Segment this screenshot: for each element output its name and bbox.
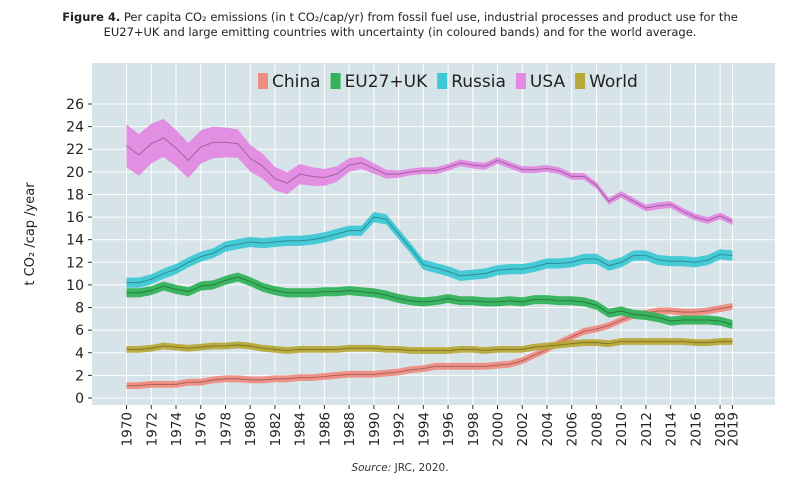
x-tick-label: 1996 bbox=[441, 412, 457, 446]
legend-swatch-eu27-uk bbox=[330, 73, 341, 89]
x-tick-label: 2019 bbox=[725, 412, 741, 446]
centerline-eu27-uk bbox=[126, 276, 733, 325]
y-tick-label: 26 bbox=[66, 97, 84, 113]
y-tick-label: 10 bbox=[66, 278, 84, 294]
x-tick-label: 2012 bbox=[639, 412, 655, 446]
x-tick-label: 2006 bbox=[565, 412, 581, 446]
y-tick-label: 8 bbox=[75, 301, 84, 317]
x-tick-label: 1984 bbox=[293, 412, 309, 446]
centerline-world bbox=[126, 341, 733, 351]
x-tick-label: 1980 bbox=[243, 412, 259, 446]
x-tick-label: 2004 bbox=[540, 412, 556, 446]
centerline-russia bbox=[126, 216, 733, 284]
x-tick-label: 2008 bbox=[589, 412, 605, 446]
x-tick-label: 1978 bbox=[218, 412, 234, 446]
legend-label-china: China bbox=[272, 72, 321, 92]
x-tick-label: 2002 bbox=[515, 412, 531, 446]
x-tick-label: 1998 bbox=[466, 412, 482, 446]
y-tick-label: 2 bbox=[75, 368, 84, 384]
legend-swatch-china bbox=[258, 73, 268, 89]
legend-swatch-usa bbox=[515, 73, 526, 89]
y-axis-title: t CO₂ /cap /year bbox=[23, 182, 38, 286]
legend-label-russia: Russia bbox=[451, 72, 506, 92]
x-tick-label: 1982 bbox=[268, 412, 284, 446]
line-eu27-uk bbox=[126, 276, 733, 326]
y-tick-label: 24 bbox=[66, 120, 84, 136]
legend: China EU27+UK Russia USA World bbox=[258, 72, 638, 92]
figure-caption: Figure 4. Per capita CO₂ emissions (in t… bbox=[20, 10, 780, 40]
x-tick-label: 1974 bbox=[169, 412, 185, 446]
caption-line-1: Per capita CO₂ emissions (in t CO₂/cap/y… bbox=[123, 10, 738, 24]
y-tick-label: 14 bbox=[66, 233, 84, 249]
y-tick-label: 4 bbox=[75, 346, 84, 362]
line-russia bbox=[126, 216, 733, 284]
x-tick-label: 2000 bbox=[491, 412, 507, 446]
x-tick-label: 1970 bbox=[120, 412, 136, 446]
y-tick-label: 18 bbox=[66, 187, 84, 203]
x-tick-label: 2014 bbox=[664, 412, 680, 446]
line-usa bbox=[126, 137, 733, 223]
centerline-usa bbox=[126, 137, 733, 222]
source-text: JRC, 2020. bbox=[394, 462, 449, 474]
y-tick-label: 20 bbox=[66, 165, 84, 181]
x-tick-label: 1976 bbox=[194, 412, 210, 446]
x-axis: 1970 1972 1974 1976 1978 1980 1982 1984 1986 1988… bbox=[120, 405, 741, 446]
x-tick-label: 2018 bbox=[713, 412, 729, 446]
legend-swatch-russia bbox=[437, 73, 448, 89]
y-tick-label: 16 bbox=[66, 210, 84, 226]
line-world bbox=[126, 340, 733, 352]
y-tick-label: 6 bbox=[75, 323, 84, 339]
x-tick-label: 1972 bbox=[144, 412, 160, 446]
caption-line-2: EU27+UK and large emitting countries wit… bbox=[103, 25, 697, 39]
legend-label-eu27-uk: EU27+UK bbox=[345, 72, 429, 92]
x-tick-label: 1994 bbox=[416, 412, 432, 446]
source-label: Source: bbox=[351, 462, 392, 474]
y-tick-label: 12 bbox=[66, 255, 84, 271]
band-usa bbox=[126, 118, 733, 225]
figure-label: Figure 4. bbox=[62, 10, 121, 24]
x-tick-label: 2010 bbox=[614, 412, 630, 446]
y-tick-label: 22 bbox=[66, 142, 84, 158]
figure-source: Source: JRC, 2020. bbox=[0, 462, 800, 474]
x-tick-label: 2016 bbox=[688, 412, 704, 446]
legend-label-usa: USA bbox=[530, 72, 566, 92]
series-group bbox=[126, 118, 733, 389]
legend-swatch-world bbox=[575, 73, 586, 89]
x-tick-label: 1986 bbox=[317, 412, 333, 446]
y-tick-label: 0 bbox=[75, 391, 84, 407]
legend-label-world: World bbox=[589, 72, 638, 92]
x-tick-label: 1988 bbox=[342, 412, 358, 446]
x-tick-label: 1992 bbox=[392, 412, 408, 446]
x-tick-label: 1990 bbox=[367, 412, 383, 446]
